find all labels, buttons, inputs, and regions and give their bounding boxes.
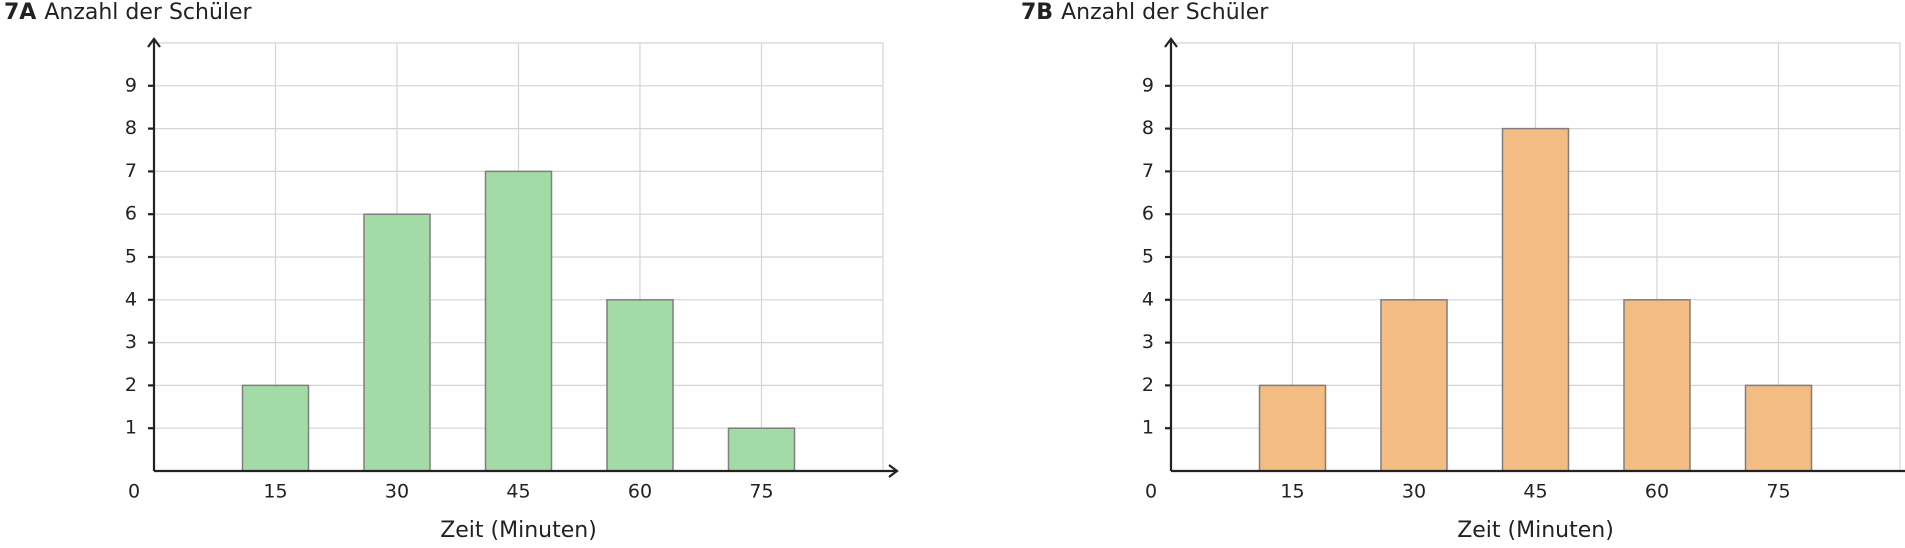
y-tick-label: 6 xyxy=(125,203,137,225)
y-tick-label: 7 xyxy=(125,160,137,182)
bar xyxy=(1258,384,1327,472)
bar xyxy=(241,384,310,472)
bar xyxy=(1501,127,1570,472)
y-tick-label: 4 xyxy=(1142,288,1154,310)
y-tick-label: 1 xyxy=(125,417,137,439)
y-tick-label: 4 xyxy=(125,288,137,310)
bar xyxy=(606,299,674,472)
chart-title: Anzahl der Schüler xyxy=(1061,0,1269,25)
bar xyxy=(363,213,431,472)
x-tick-label: 15 xyxy=(1280,481,1304,503)
x-tick-label: 15 xyxy=(263,481,287,503)
bar xyxy=(1380,299,1448,472)
x-axis-arrow xyxy=(888,464,899,478)
y-tick-label: 1 xyxy=(1142,417,1154,439)
origin-label: 0 xyxy=(128,481,140,503)
x-tick-label: 60 xyxy=(628,481,652,503)
y-axis-arrow xyxy=(147,37,161,48)
x-tick-label: 30 xyxy=(1402,481,1426,503)
bar xyxy=(484,170,553,472)
y-tick-label: 7 xyxy=(1142,160,1154,182)
bar xyxy=(1623,299,1691,472)
y-tick-label: 5 xyxy=(1142,246,1154,268)
y-tick-label: 8 xyxy=(125,117,137,139)
chart-label: 7A xyxy=(4,0,36,25)
y-tick-label: 9 xyxy=(1142,74,1154,96)
chart-label: 7B xyxy=(1021,0,1053,25)
y-tick-label: 8 xyxy=(1142,117,1154,139)
y-axis-arrow xyxy=(1164,37,1178,48)
y-tick-label: 9 xyxy=(125,74,137,96)
y-tick-label: 2 xyxy=(1142,374,1154,396)
x-axis-label: Zeit (Minuten) xyxy=(1457,518,1614,543)
y-tick-label: 6 xyxy=(1142,203,1154,225)
x-tick-label: 75 xyxy=(1766,481,1790,503)
x-tick-label: 45 xyxy=(1523,481,1547,503)
x-tick-label: 60 xyxy=(1645,481,1669,503)
x-tick-label: 30 xyxy=(385,481,409,503)
y-tick-label: 3 xyxy=(1142,331,1154,353)
chart-title: Anzahl der Schüler xyxy=(44,0,252,25)
bar xyxy=(1744,384,1813,472)
x-tick-label: 45 xyxy=(506,481,530,503)
x-tick-label: 75 xyxy=(749,481,773,503)
origin-label: 0 xyxy=(1145,481,1157,503)
y-tick-label: 5 xyxy=(125,246,137,268)
y-tick-label: 2 xyxy=(125,374,137,396)
y-tick-label: 3 xyxy=(125,331,137,353)
x-axis-label: Zeit (Minuten) xyxy=(440,518,597,543)
bar xyxy=(727,427,796,472)
